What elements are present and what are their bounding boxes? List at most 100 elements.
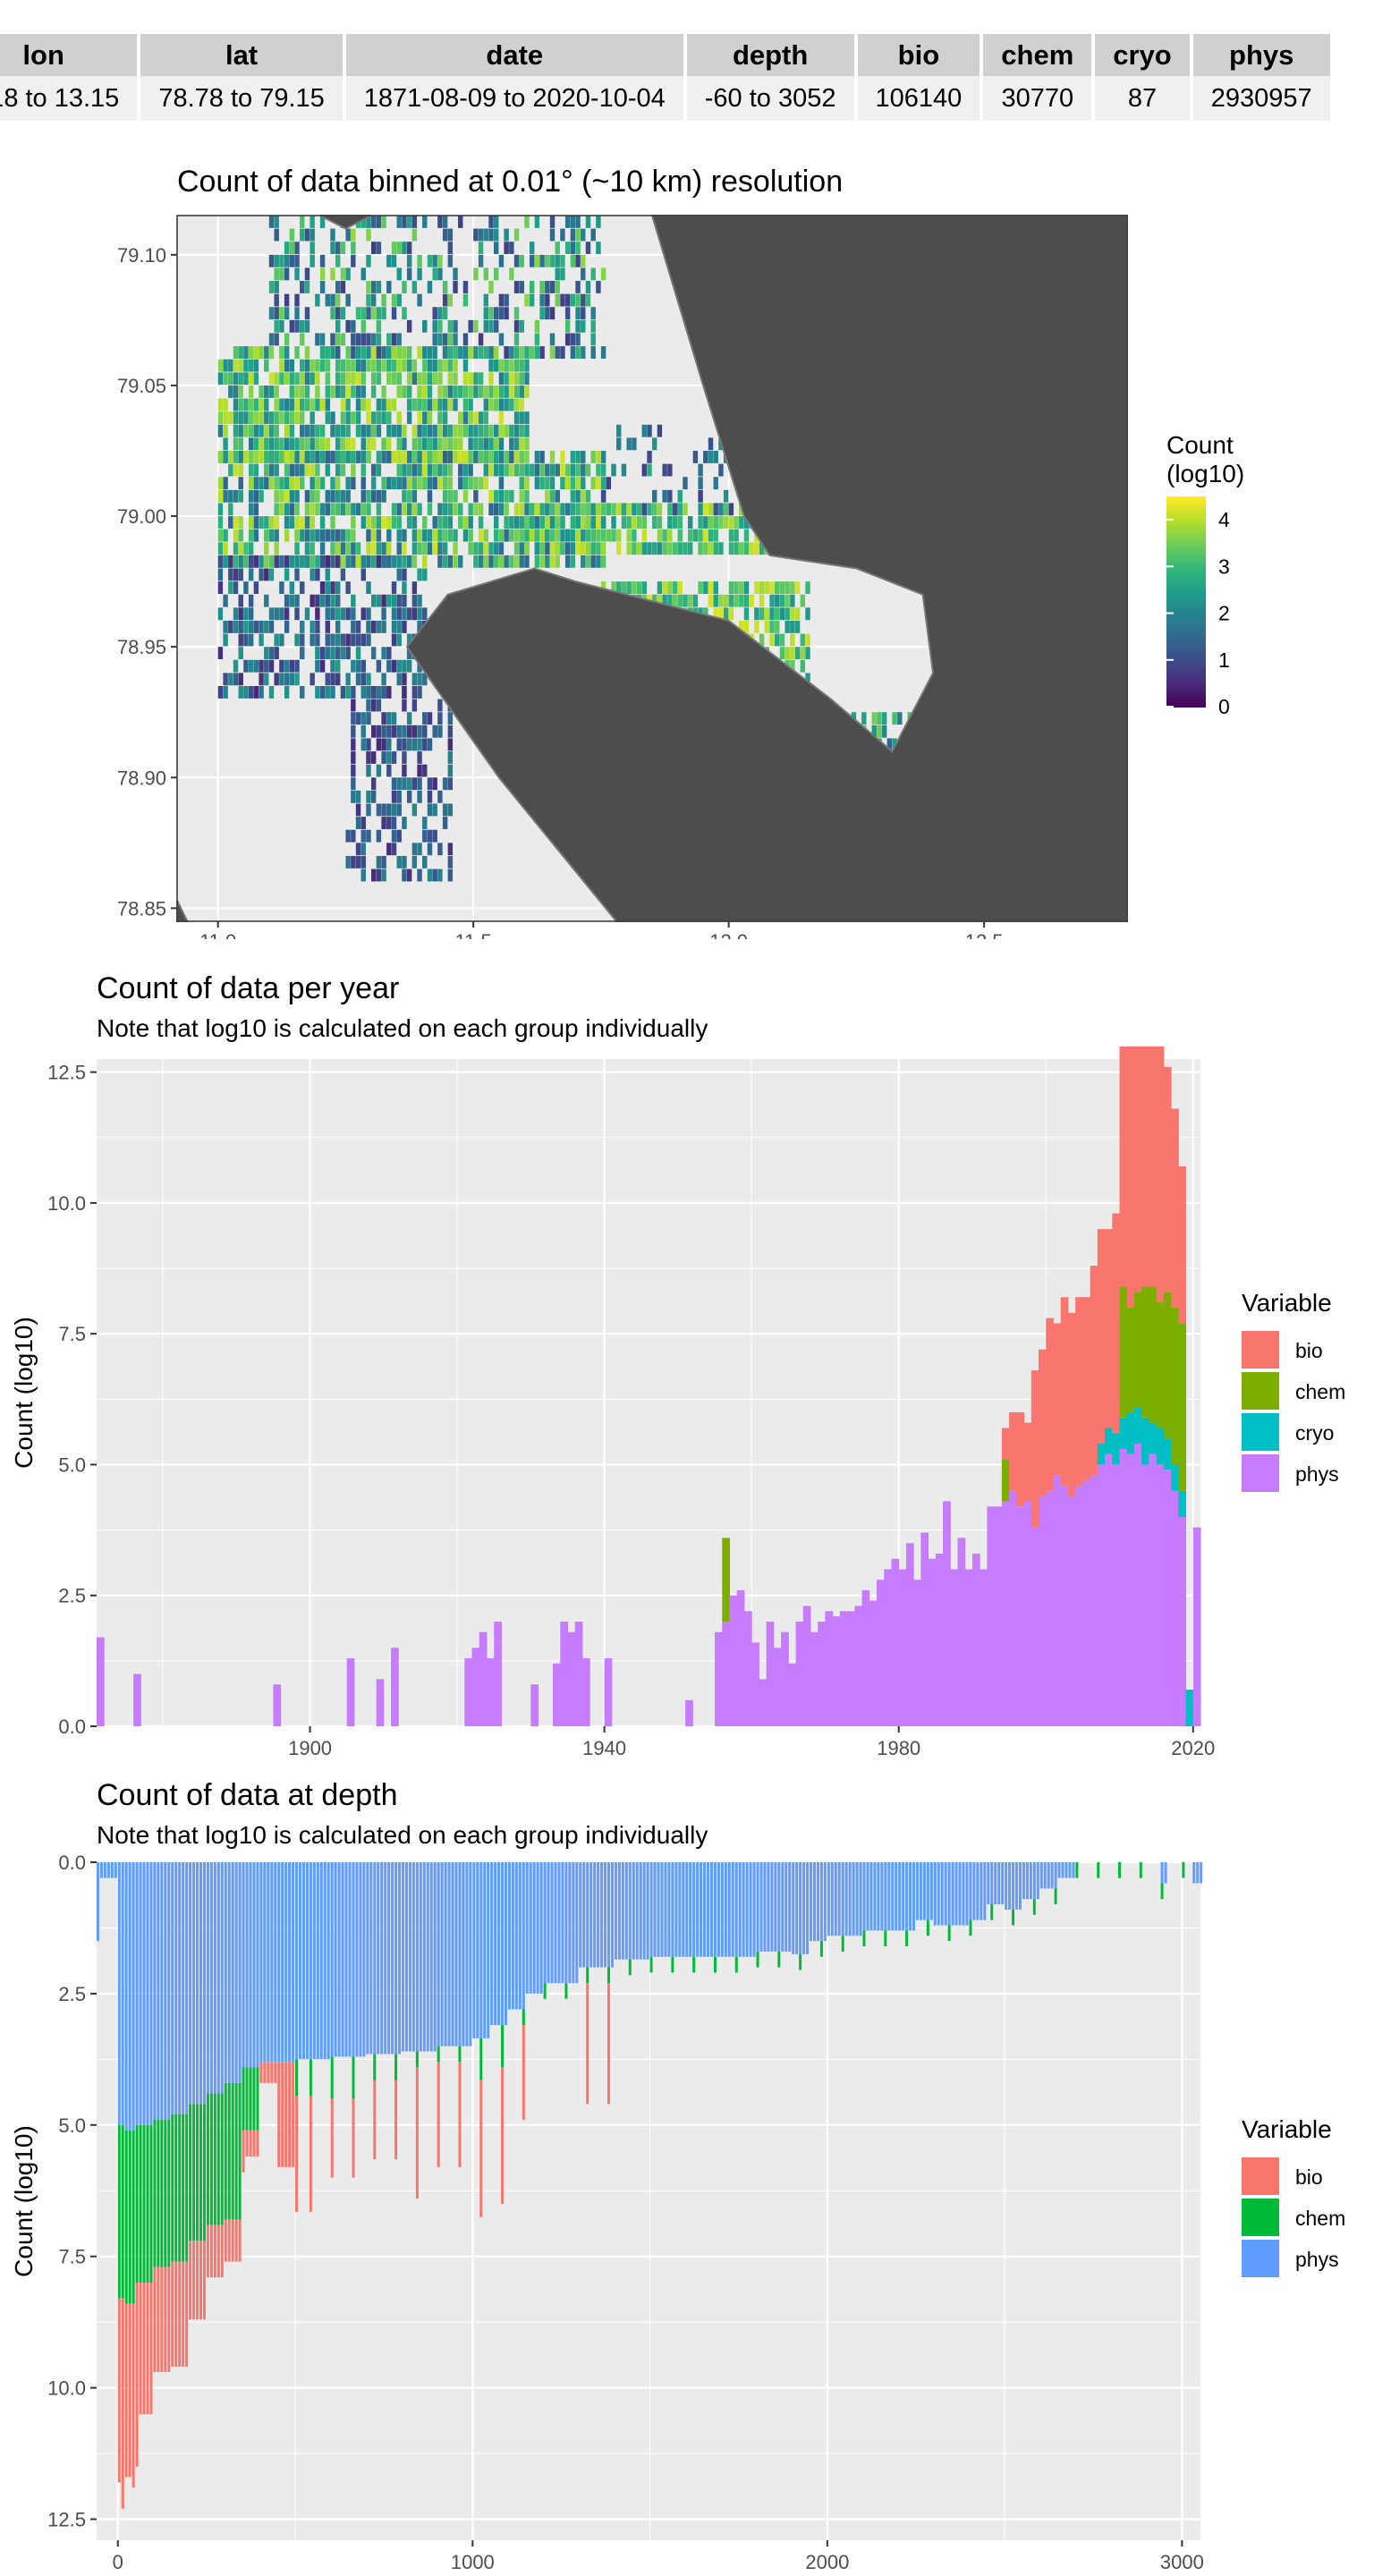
- map-cell: [488, 503, 494, 516]
- map-cell: [488, 437, 494, 451]
- map-cell: [319, 398, 326, 411]
- map-cell: [217, 372, 224, 386]
- map-cell: [411, 216, 418, 228]
- map-cell: [437, 359, 443, 372]
- map-cell: [447, 228, 454, 242]
- map-cell: [351, 777, 356, 791]
- map-cell: [315, 333, 320, 346]
- map-legend-color-step: [1166, 703, 1206, 708]
- map-cell: [621, 516, 627, 529]
- year-bar-phys: [987, 1506, 996, 1726]
- map-cell: [698, 581, 703, 594]
- map-cell: [564, 555, 571, 568]
- map-cell: [422, 398, 428, 411]
- map-cell: [687, 594, 693, 607]
- map-cell: [351, 555, 356, 568]
- map-cell: [274, 437, 279, 451]
- map-cell: [396, 829, 402, 843]
- map-cell: [483, 293, 489, 307]
- map-cell: [223, 451, 228, 463]
- map-cell: [892, 712, 897, 725]
- cell-depth: -60 to 3052: [686, 76, 854, 121]
- map-legend-tick-label: 4: [1218, 508, 1230, 531]
- map-cell: [259, 516, 264, 529]
- depth-bar-chem: [756, 1951, 759, 1968]
- map-cell: [319, 346, 326, 359]
- map-cell: [458, 216, 463, 228]
- map-cell: [596, 216, 601, 228]
- map-cell: [590, 451, 596, 463]
- map-cell: [304, 385, 310, 398]
- map-cell: [391, 503, 397, 516]
- map-cell: [703, 503, 708, 516]
- map-cell: [319, 267, 326, 281]
- map-cell: [585, 216, 591, 228]
- depth-bar-phys: [806, 1862, 810, 1954]
- map-cell: [677, 529, 683, 542]
- map-cell: [402, 673, 407, 686]
- map-cell: [370, 242, 377, 255]
- depth-bar-phys: [334, 1862, 337, 2057]
- depth-bar-chem: [628, 1959, 632, 1976]
- map-cell: [411, 529, 418, 542]
- map-cell: [534, 216, 540, 228]
- map-cell: [647, 503, 652, 516]
- map-cell: [585, 542, 591, 555]
- map-cell: [406, 555, 412, 568]
- map-cell: [366, 437, 371, 451]
- map-cell: [473, 437, 479, 451]
- map-cell: [253, 555, 259, 568]
- map-y-tick-label: 79.10: [117, 244, 166, 267]
- map-cell: [300, 228, 305, 242]
- map-cell: [304, 607, 310, 621]
- map-cell: [300, 319, 305, 333]
- map-cell: [264, 673, 269, 686]
- map-cell: [539, 254, 545, 267]
- map-cell: [335, 673, 341, 686]
- depth-bar-phys: [505, 1862, 507, 2026]
- map-cell: [264, 398, 269, 411]
- year-bar-bio: [1009, 1411, 1017, 1491]
- map-cell: [264, 451, 269, 463]
- depth-bar-bio: [259, 2062, 263, 2083]
- depth-bar-phys: [756, 1862, 759, 1952]
- map-cell: [442, 398, 448, 411]
- map-legend-color-step: [1166, 685, 1206, 691]
- map-cell: [519, 385, 524, 398]
- map-cell: [805, 633, 810, 647]
- depth-bar-phys: [479, 1862, 483, 2038]
- map-cell: [294, 254, 300, 267]
- depth-bar-bio: [277, 2062, 281, 2167]
- map-cell: [351, 477, 356, 490]
- map-legend-color-step: [1166, 548, 1206, 554]
- map-cell: [391, 242, 397, 255]
- map-cell: [427, 869, 433, 882]
- map-cell: [570, 555, 576, 568]
- map-cell: [300, 647, 305, 660]
- map-cell: [871, 724, 877, 738]
- depth-bar-chem: [139, 2124, 142, 2284]
- map-cell: [534, 529, 540, 542]
- map-cell: [519, 516, 524, 529]
- map-cell: [386, 738, 392, 751]
- map-cell: [396, 607, 402, 621]
- map-cell: [692, 529, 699, 542]
- map-cell: [340, 267, 346, 281]
- map-cell: [370, 516, 377, 529]
- map-cell: [590, 307, 596, 320]
- map-cell: [294, 372, 300, 386]
- map-cell: [402, 817, 407, 829]
- depth-bar-phys: [128, 1862, 131, 2131]
- map-cell: [458, 346, 463, 359]
- map-cell: [355, 855, 361, 869]
- map-legend-color-step: [1166, 615, 1206, 621]
- map-cell: [391, 293, 397, 307]
- year-bar-bio: [1053, 1323, 1062, 1476]
- map-cell: [381, 516, 386, 529]
- depth-bar-chem: [245, 2067, 249, 2131]
- depth-bar-chem: [734, 1956, 738, 1973]
- map-cell: [289, 673, 295, 686]
- map-cell: [233, 346, 239, 359]
- map-cell: [468, 516, 473, 529]
- depth-bar-phys: [1005, 1862, 1008, 1910]
